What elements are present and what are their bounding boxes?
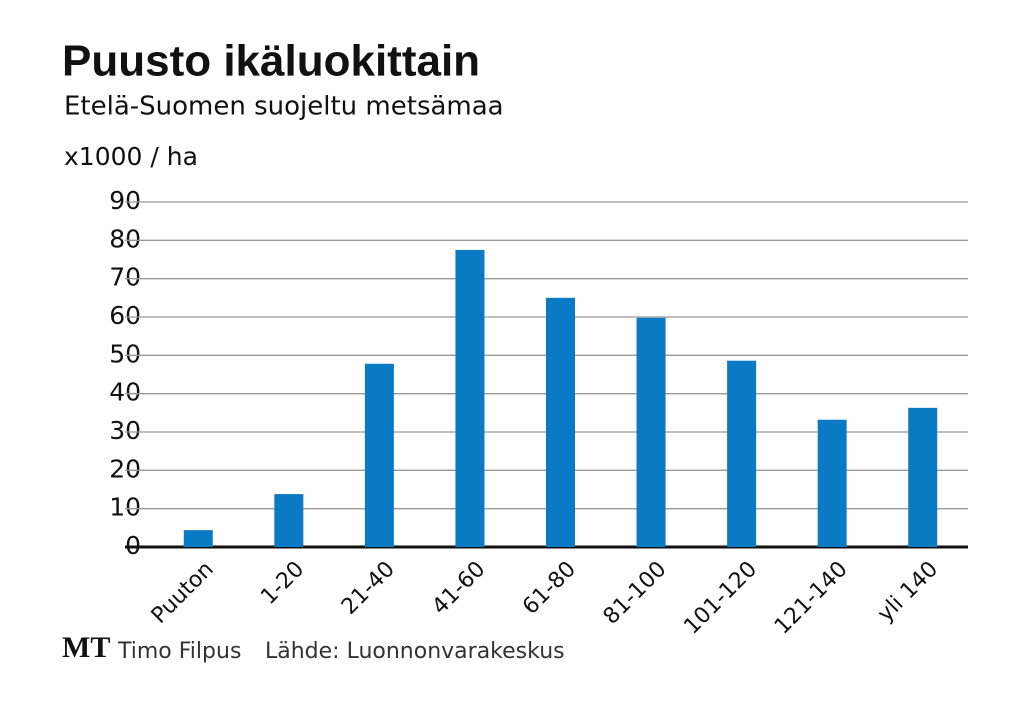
bar — [455, 249, 485, 547]
bar — [636, 317, 666, 547]
bar — [274, 494, 304, 547]
y-tick-label: 70 — [109, 263, 141, 292]
y-tick-label: 30 — [109, 416, 141, 445]
bar — [364, 363, 394, 547]
logo: MT — [62, 631, 110, 664]
source: Lähde: Luonnonvarakeskus — [265, 639, 565, 664]
y-tick-label: 10 — [109, 493, 141, 522]
y-tick-label: 50 — [109, 339, 141, 368]
bar — [727, 360, 757, 547]
bar — [546, 297, 575, 547]
y-axis-label: x1000 / ha — [64, 142, 198, 171]
y-tick-label: 90 — [109, 186, 141, 215]
y-tick-label: 80 — [109, 224, 141, 253]
bar — [908, 407, 938, 547]
author: Timo Filpus — [117, 639, 241, 664]
bar — [817, 419, 847, 547]
bar — [183, 530, 213, 547]
chart-title: Puusto ikäluokittain — [62, 37, 480, 86]
y-tick-label: 60 — [109, 301, 141, 330]
y-tick-label: 20 — [109, 454, 141, 483]
y-tick-label: 40 — [109, 378, 141, 407]
chart-subtitle: Etelä-Suomen suojeltu metsämaa — [64, 92, 504, 122]
